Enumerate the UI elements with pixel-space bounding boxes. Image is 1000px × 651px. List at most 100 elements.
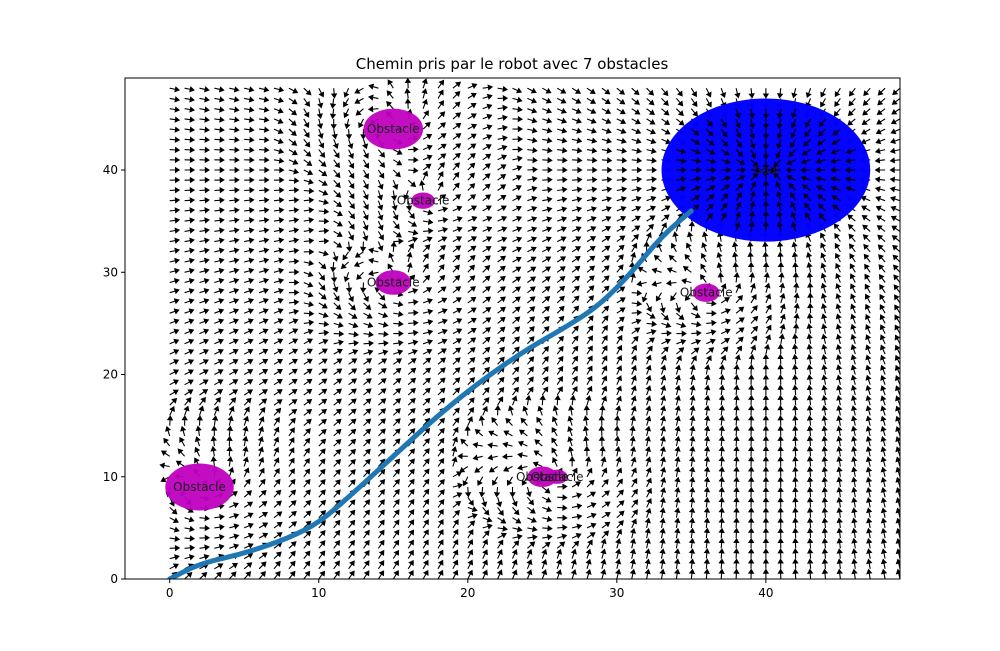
field-arrow bbox=[792, 272, 800, 283]
field-arrow bbox=[762, 496, 770, 508]
field-arrow bbox=[847, 214, 856, 222]
field-arrow bbox=[273, 318, 284, 325]
field-arrow bbox=[184, 516, 195, 523]
field-arrow bbox=[586, 236, 597, 243]
field-arrow bbox=[586, 255, 596, 263]
field-arrow bbox=[214, 106, 225, 113]
field-arrow bbox=[718, 384, 726, 396]
field-arrow bbox=[452, 245, 462, 253]
field-arrow bbox=[645, 395, 652, 406]
field-arrow bbox=[244, 257, 255, 264]
field-arrow bbox=[184, 126, 196, 133]
field-arrow bbox=[793, 282, 800, 293]
field-arrow bbox=[616, 510, 625, 519]
field-arrow bbox=[452, 338, 462, 345]
field-arrow bbox=[541, 366, 549, 375]
field-arrow bbox=[407, 498, 415, 508]
field-arrow bbox=[229, 338, 239, 345]
field-arrow bbox=[317, 98, 324, 109]
field-arrow bbox=[467, 347, 476, 355]
field-arrow bbox=[318, 208, 330, 215]
field-arrow bbox=[437, 194, 447, 202]
field-arrow bbox=[303, 378, 313, 386]
field-arrow bbox=[850, 303, 857, 314]
field-arrow bbox=[585, 558, 592, 569]
field-arrow bbox=[393, 310, 404, 318]
field-arrow bbox=[765, 334, 771, 345]
field-arrow bbox=[747, 251, 754, 263]
field-arrow bbox=[343, 87, 350, 98]
field-arrow bbox=[686, 231, 694, 242]
field-arrow bbox=[378, 368, 387, 375]
field-arrow bbox=[733, 527, 740, 539]
field-arrow bbox=[865, 507, 873, 518]
field-arrow bbox=[586, 157, 598, 164]
field-arrow bbox=[363, 458, 371, 467]
field-arrow bbox=[229, 217, 240, 224]
field-arrow bbox=[408, 229, 419, 236]
field-arrow bbox=[631, 157, 643, 164]
field-arrow bbox=[273, 217, 285, 224]
field-arrow bbox=[631, 354, 637, 365]
field-arrow bbox=[333, 479, 341, 488]
field-arrow bbox=[303, 348, 313, 355]
field-arrow bbox=[452, 162, 460, 171]
field-arrow bbox=[777, 353, 784, 365]
field-arrow bbox=[288, 186, 300, 194]
field-arrow bbox=[895, 476, 900, 488]
field-arrow bbox=[464, 425, 471, 436]
field-arrow bbox=[541, 356, 549, 365]
field-arrow bbox=[377, 570, 385, 579]
field-arrow bbox=[227, 415, 234, 426]
field-arrow bbox=[556, 365, 564, 375]
field-arrow bbox=[437, 348, 447, 355]
field-arrow bbox=[497, 124, 508, 132]
field-arrow bbox=[288, 258, 300, 265]
field-arrow bbox=[864, 273, 871, 283]
field-arrow bbox=[354, 251, 364, 258]
field-arrow bbox=[512, 376, 520, 386]
field-arrow bbox=[511, 496, 518, 507]
field-arrow bbox=[834, 98, 841, 107]
goal-field-arrow bbox=[788, 183, 797, 192]
field-arrow bbox=[243, 562, 253, 570]
field-arrow bbox=[629, 538, 637, 549]
field-arrow bbox=[689, 456, 696, 467]
field-arrow bbox=[762, 537, 770, 549]
field-arrow bbox=[229, 502, 239, 509]
field-arrow bbox=[318, 368, 328, 375]
field-arrow bbox=[850, 425, 858, 437]
field-arrow bbox=[497, 346, 506, 355]
field-arrow bbox=[348, 302, 356, 311]
field-arrow bbox=[229, 318, 239, 325]
field-arrow bbox=[674, 415, 681, 426]
field-arrow bbox=[348, 458, 356, 467]
field-arrow bbox=[631, 344, 638, 355]
field-arrow bbox=[258, 96, 270, 103]
field-arrow bbox=[600, 558, 607, 569]
field-arrow bbox=[583, 404, 590, 416]
field-arrow bbox=[452, 101, 461, 110]
field-arrow bbox=[348, 428, 357, 437]
field-arrow bbox=[494, 404, 501, 416]
field-arrow bbox=[244, 166, 255, 174]
field-arrow bbox=[527, 87, 537, 94]
field-arrow bbox=[865, 384, 872, 396]
field-arrow bbox=[835, 252, 841, 263]
field-arrow bbox=[644, 425, 652, 437]
field-arrow bbox=[329, 108, 337, 120]
goal-field-arrow bbox=[762, 159, 770, 171]
field-arrow bbox=[690, 302, 698, 312]
field-arrow bbox=[601, 315, 609, 324]
x-tick-label: 20 bbox=[460, 586, 475, 600]
field-arrow bbox=[377, 448, 386, 457]
goal-field-arrow bbox=[845, 148, 856, 155]
field-arrow bbox=[661, 346, 669, 355]
field-arrow bbox=[362, 139, 369, 150]
field-arrow bbox=[199, 176, 210, 184]
field-arrow bbox=[422, 163, 432, 171]
goal-field-arrow bbox=[818, 118, 827, 128]
field-arrow bbox=[631, 215, 641, 222]
field-arrow bbox=[392, 529, 400, 539]
field-arrow bbox=[874, 186, 886, 193]
